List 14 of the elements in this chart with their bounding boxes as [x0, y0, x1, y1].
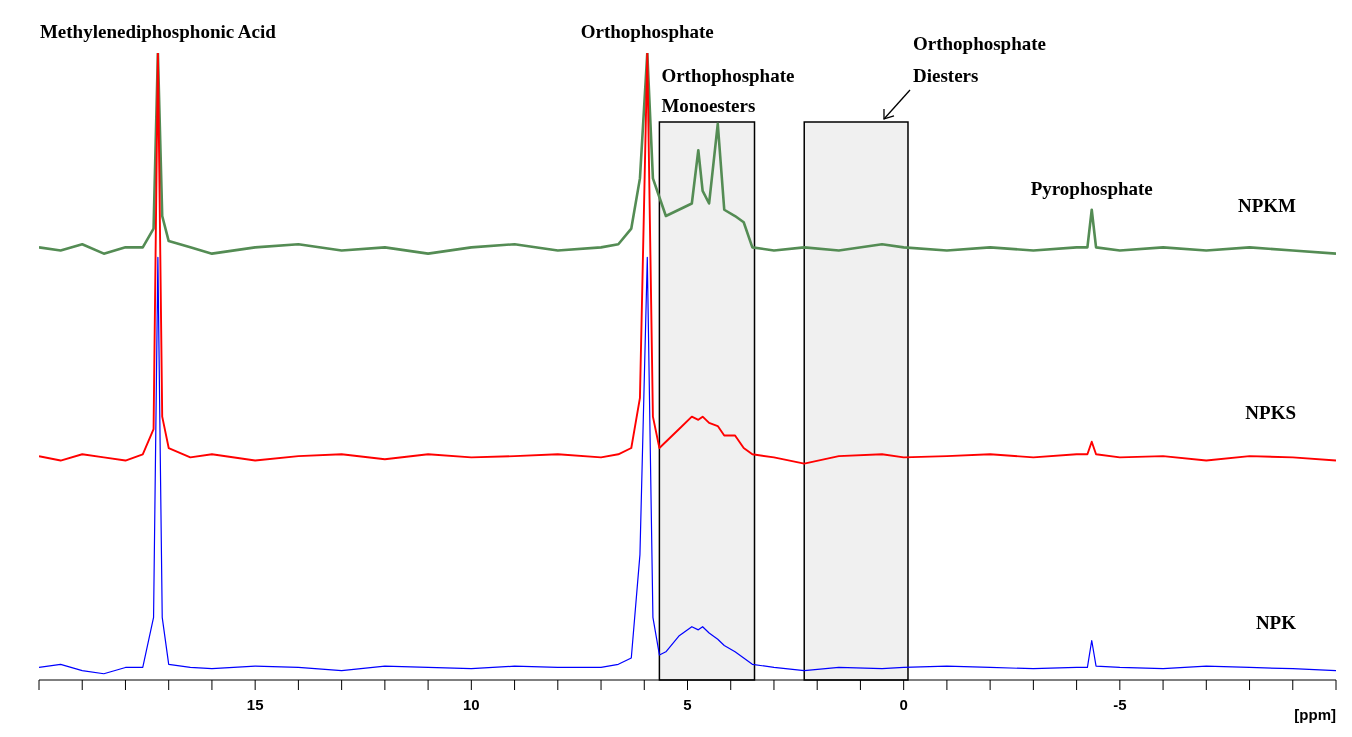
- x-tick-label: -5: [1113, 696, 1127, 713]
- x-tick-label: 0: [899, 696, 908, 713]
- series-label: NPKS: [1245, 401, 1296, 423]
- x-tick-label: 10: [462, 696, 480, 713]
- x-tick-label: 5: [683, 696, 692, 713]
- x-tick-label: 15: [246, 696, 264, 713]
- series-label: NPKM: [1237, 194, 1297, 216]
- band-label: Orthophosphate Diesters: [912, 32, 1047, 86]
- band-label: Orthophosphate Monoesters: [661, 64, 795, 116]
- annotation: Orthophosphate: [580, 21, 714, 42]
- series-label: NPK: [1255, 611, 1297, 633]
- annotation: Methylenediphosphonic Acid: [39, 21, 277, 42]
- x-axis-title: [ppm]: [1294, 706, 1336, 723]
- annotation: Pyrophosphate: [1030, 177, 1153, 199]
